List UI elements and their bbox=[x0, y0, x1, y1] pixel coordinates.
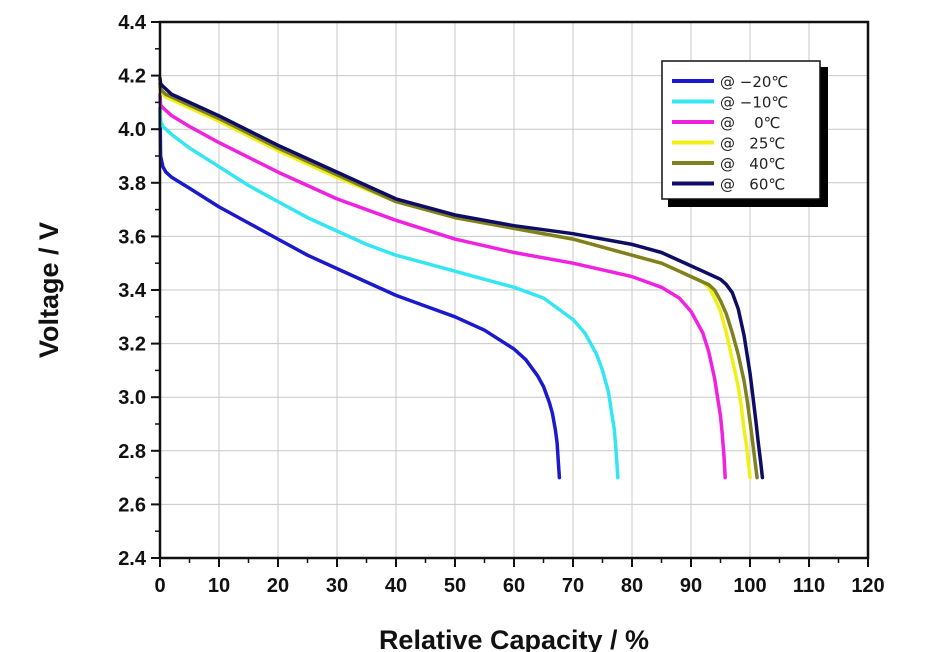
y-axis-label: Voltage / V bbox=[34, 222, 64, 358]
x-tick-label: 50 bbox=[444, 575, 466, 597]
y-tick-label: 4.4 bbox=[118, 12, 147, 34]
x-tick-label: 40 bbox=[385, 575, 407, 597]
x-tick-label: 100 bbox=[733, 575, 766, 597]
x-tick-label: 110 bbox=[793, 575, 825, 597]
x-tick-label: 80 bbox=[621, 575, 643, 597]
y-tick-label: 3.2 bbox=[118, 334, 146, 356]
y-tick-label: 4.0 bbox=[118, 119, 146, 141]
x-axis-label: Relative Capacity / % bbox=[379, 625, 649, 652]
y-tick-label: 3.6 bbox=[118, 226, 146, 248]
y-tick-label: 4.2 bbox=[118, 66, 146, 88]
legend-label-2: @ 0℃ bbox=[720, 114, 780, 132]
series-line-2 bbox=[158, 92, 727, 480]
series-line-4 bbox=[158, 81, 759, 480]
y-tick-label: 3.8 bbox=[118, 173, 146, 195]
series-lines bbox=[158, 76, 765, 480]
legend-label-0: @ −20℃ bbox=[720, 73, 788, 91]
axis-ticks bbox=[151, 21, 869, 567]
series-line-1 bbox=[158, 95, 620, 480]
x-tick-label: 60 bbox=[503, 575, 525, 597]
y-tick-label: 2.4 bbox=[118, 548, 147, 570]
y-tick-label: 2.8 bbox=[118, 441, 146, 463]
y-tick-label: 2.6 bbox=[118, 494, 146, 516]
x-tick-label: 20 bbox=[267, 575, 289, 597]
y-tick-label: 3.0 bbox=[118, 387, 146, 409]
legend: @ −20℃ @ −10℃ @ 0℃ @ 25℃ @ 40℃ @ 60℃ bbox=[661, 60, 828, 207]
legend-label-5: @ 60℃ bbox=[720, 176, 785, 194]
series-line-5 bbox=[158, 76, 765, 480]
legend-box bbox=[661, 60, 821, 200]
legend-label-4: @ 40℃ bbox=[720, 155, 785, 173]
x-tick-label: 90 bbox=[680, 575, 702, 597]
legend-label-1: @ −10℃ bbox=[720, 94, 788, 112]
tick-labels: 0 10 20 30 40 50 60 70 80 90 100 110 120 2.4 2.6 2.8 3.0… bbox=[118, 12, 885, 597]
legend-label-3: @ 25℃ bbox=[720, 135, 785, 153]
series-line-0 bbox=[158, 106, 562, 480]
x-tick-label: 10 bbox=[208, 575, 230, 597]
x-tick-label: 120 bbox=[851, 575, 884, 597]
x-tick-label: 0 bbox=[154, 575, 165, 597]
x-tick-label: 70 bbox=[562, 575, 584, 597]
x-tick-label: 30 bbox=[326, 575, 348, 597]
y-tick-label: 3.4 bbox=[118, 280, 147, 302]
